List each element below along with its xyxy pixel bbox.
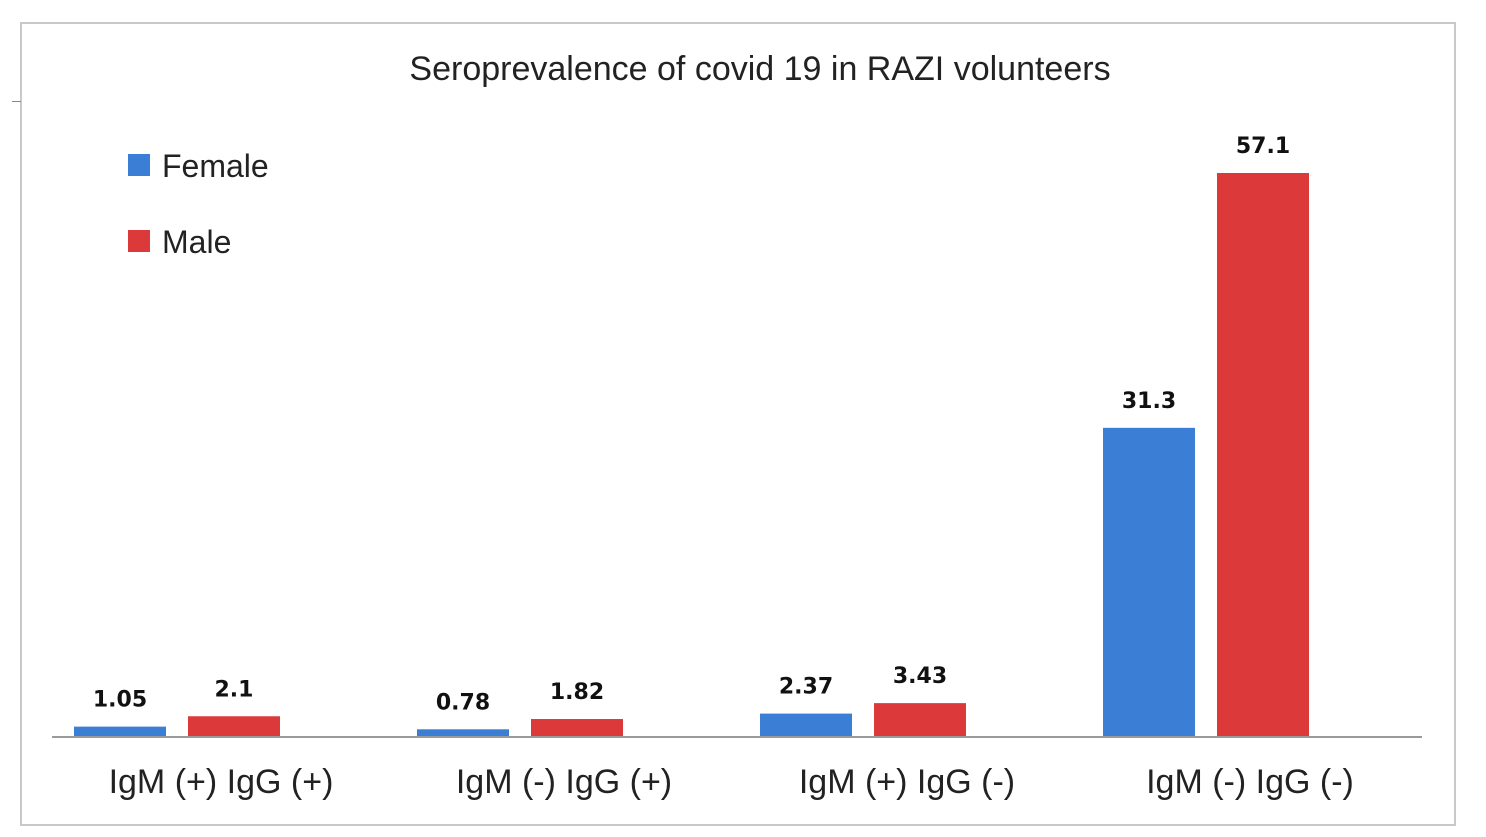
legend: Female Male [128, 148, 269, 260]
data-label-male-2: 3.43 [893, 664, 947, 689]
legend-swatch-female [128, 154, 150, 176]
data-label-male-1: 1.82 [550, 680, 604, 705]
bar-female-3 [1103, 427, 1195, 737]
data-label-female-1: 0.78 [436, 690, 490, 715]
data-label-female-0: 1.05 [93, 688, 147, 713]
axis-stub [12, 101, 21, 102]
bars-group [74, 173, 1309, 737]
legend-label-female: Female [162, 148, 269, 184]
bar-male-2 [874, 703, 966, 737]
data-label-female-2: 2.37 [779, 675, 833, 700]
data-label-female-3: 31.3 [1122, 389, 1176, 414]
value-labels-group: 1.05 2.1 0.78 1.82 2.37 3.43 31.3 57.1 [93, 134, 1290, 715]
chart-title: Seroprevalence of covid 19 in RAZI volun… [409, 50, 1110, 88]
x-tick-label: IgM (+) IgG (-) [799, 763, 1015, 801]
x-tick-label: IgM (-) IgG (+) [456, 763, 672, 801]
chart-frame [20, 22, 1456, 826]
x-tick-label: IgM (-) IgG (-) [1146, 763, 1354, 801]
legend-label-male: Male [162, 224, 231, 260]
data-label-male-3: 57.1 [1236, 134, 1290, 159]
bar-female-1 [417, 729, 509, 737]
bar-female-2 [760, 713, 852, 737]
bar-male-1 [531, 719, 623, 737]
legend-swatch-male [128, 230, 150, 252]
data-label-male-0: 2.1 [215, 677, 254, 702]
bar-male-0 [188, 716, 280, 737]
x-tick-label: IgM (+) IgG (+) [109, 763, 334, 801]
bar-female-0 [74, 726, 166, 737]
category-labels-group: IgM (+) IgG (+) IgM (-) IgG (+) IgM (+) Ig… [109, 763, 1354, 801]
bar-male-3 [1217, 173, 1309, 737]
